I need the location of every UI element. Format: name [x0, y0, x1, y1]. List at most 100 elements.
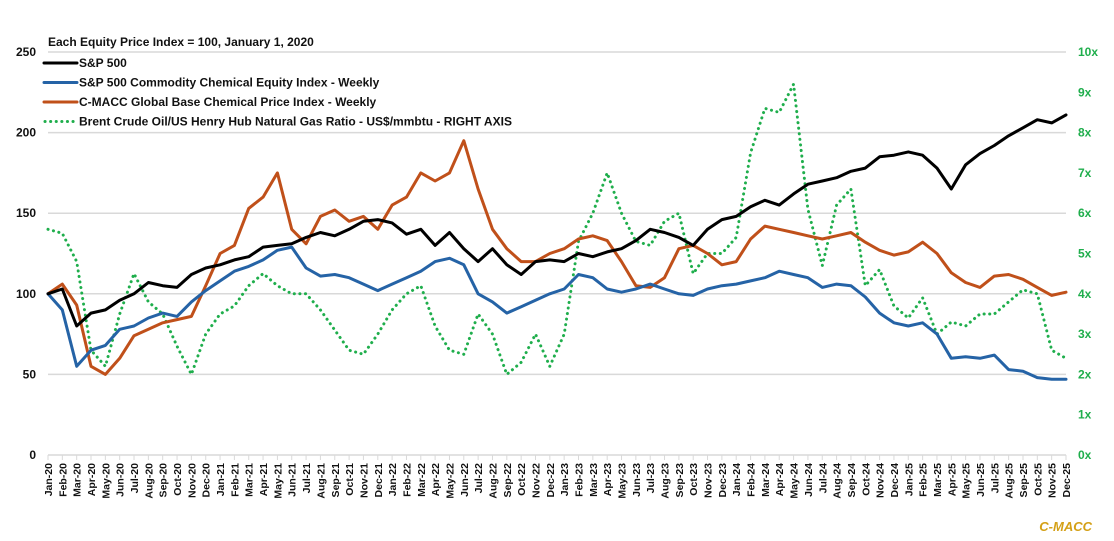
x-tick-label: Oct-20	[172, 463, 184, 496]
x-tick-label: Jun-24	[803, 463, 815, 497]
x-tick-label: Jun-25	[975, 463, 987, 497]
x-tick-label: Apr-21	[258, 463, 270, 496]
x-tick-label: Nov-22	[530, 463, 542, 498]
legend: Each Equity Price Index = 100, January 1…	[42, 35, 512, 129]
y-axis-left: 0 50 100 150 200 250	[16, 45, 36, 462]
x-tick-label: Dec-23	[717, 463, 729, 498]
legend-label: S&P 500	[79, 56, 127, 70]
x-tick-label: Jan-25	[903, 463, 915, 496]
y-axis-right: 0x 1x 2x 3x 4x 5x 6x 7x 8x 9x 10x	[1078, 45, 1098, 462]
y2-tick-label: 1x	[1078, 408, 1092, 422]
series-line-2	[46, 139, 1068, 376]
brand-logo: C-MACC	[1039, 519, 1092, 534]
x-tick-label: Mar-20	[72, 463, 84, 497]
x-tick-label: May-25	[961, 463, 973, 499]
x-tick-label: Sep-20	[158, 463, 170, 498]
x-tick-label: Sep-21	[330, 463, 342, 498]
x-tick-label: Mar-23	[588, 463, 600, 497]
x-tick-label: Nov-23	[703, 463, 715, 498]
x-tick-label: Jun-20	[115, 463, 127, 497]
x-tick-label: Jan-22	[387, 463, 399, 496]
y-tick-label: 50	[23, 367, 37, 381]
y2-tick-label: 6x	[1078, 206, 1092, 220]
x-tick-label: Aug-22	[487, 463, 499, 499]
y2-tick-label: 4x	[1078, 287, 1092, 301]
x-tick-label: Jul-23	[645, 463, 657, 494]
x-tick-label: Jan-24	[731, 463, 743, 496]
x-axis: Jan-20 Feb-20 Mar-20 Apr-20 May-20 Jun-20 Jul-…	[43, 455, 1073, 499]
x-tick-label: Mar-25	[932, 463, 944, 497]
x-tick-label: Nov-25	[1047, 463, 1059, 498]
x-tick-label: Sep-24	[846, 463, 858, 498]
x-tick-label: Feb-23	[574, 463, 586, 497]
x-tick-label: Feb-25	[918, 463, 930, 497]
x-tick-label: Feb-24	[746, 463, 758, 497]
y2-tick-label: 9x	[1078, 85, 1092, 99]
x-tick-label: Sep-22	[502, 463, 514, 498]
x-tick-label: Dec-21	[373, 463, 385, 498]
x-tick-label: Jul-22	[473, 463, 485, 494]
x-tick-label: Aug-25	[1004, 463, 1016, 499]
x-tick-label: Dec-24	[889, 463, 901, 498]
x-tick-label: Apr-22	[430, 463, 442, 496]
x-tick-label: Mar-24	[760, 463, 772, 497]
x-tick-label: Jan-20	[43, 463, 55, 496]
x-tick-label: Oct-25	[1032, 463, 1044, 496]
x-tick-label: Feb-21	[229, 463, 241, 497]
x-tick-label: Feb-20	[57, 463, 69, 497]
x-tick-label: Nov-24	[875, 463, 887, 498]
x-tick-label: Oct-24	[860, 463, 872, 496]
x-tick-label: Apr-24	[774, 463, 786, 496]
series-line-3	[46, 82, 1068, 376]
x-tick-label: Apr-20	[86, 463, 98, 496]
x-tick-label: Nov-20	[186, 463, 198, 498]
x-tick-label: Jan-23	[559, 463, 571, 496]
series-line-1	[46, 245, 1068, 381]
y2-tick-label: 8x	[1078, 126, 1092, 140]
x-tick-label: Jul-21	[301, 463, 313, 494]
x-tick-label: Jun-21	[287, 463, 299, 497]
x-tick-label: Jul-25	[989, 463, 1001, 494]
x-tick-label: May-22	[444, 463, 456, 499]
x-tick-label: Sep-23	[674, 463, 686, 498]
y-tick-label: 100	[16, 287, 36, 301]
x-tick-label: Mar-21	[244, 463, 256, 497]
y2-tick-label: 0x	[1078, 448, 1092, 462]
x-tick-label: Aug-23	[660, 463, 672, 499]
y2-tick-label: 7x	[1078, 166, 1092, 180]
x-tick-label: Nov-21	[358, 463, 370, 498]
x-tick-label: Apr-25	[946, 463, 958, 496]
x-tick-label: May-20	[100, 463, 112, 499]
x-tick-label: Aug-20	[143, 463, 155, 499]
legend-label: S&P 500 Commodity Chemical Equity Index …	[79, 76, 380, 90]
x-tick-label: Mar-22	[416, 463, 428, 497]
x-tick-label: Aug-24	[832, 463, 844, 499]
x-tick-label: Jun-22	[459, 463, 471, 497]
series-line-0	[46, 113, 1068, 328]
x-tick-label: Sep-25	[1018, 463, 1030, 498]
y2-tick-label: 2x	[1078, 367, 1092, 381]
x-tick-label: Apr-23	[602, 463, 614, 496]
y-tick-label: 150	[16, 206, 36, 220]
x-tick-label: Jul-24	[817, 463, 829, 494]
chart-title: Each Equity Price Index = 100, January 1…	[48, 35, 314, 49]
gridlines	[48, 51, 1066, 456]
y2-tick-label: 3x	[1078, 327, 1092, 341]
x-tick-label: Dec-20	[201, 463, 213, 498]
x-tick-label: Aug-21	[315, 463, 327, 499]
y-tick-label: 250	[16, 45, 36, 59]
x-tick-label: May-24	[789, 463, 801, 499]
x-tick-label: Jul-20	[129, 463, 141, 494]
y2-tick-label: 5x	[1078, 247, 1092, 261]
x-tick-label: Oct-21	[344, 463, 356, 496]
legend-label: C-MACC Global Base Chemical Price Index …	[79, 95, 377, 109]
x-tick-label: Dec-25	[1061, 463, 1073, 498]
x-tick-label: Oct-23	[688, 463, 700, 496]
y-tick-label: 200	[16, 126, 36, 140]
x-tick-label: Jun-23	[631, 463, 643, 497]
y-tick-label: 0	[29, 448, 36, 462]
x-tick-label: Dec-22	[545, 463, 557, 498]
x-tick-label: Oct-22	[516, 463, 528, 496]
x-tick-label: Jan-21	[215, 463, 227, 496]
